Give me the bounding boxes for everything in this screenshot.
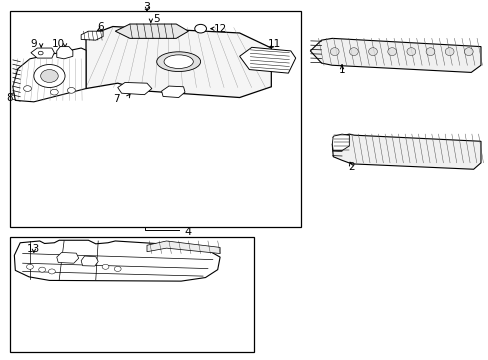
Text: 13: 13	[27, 244, 41, 254]
Polygon shape	[13, 48, 86, 102]
Bar	[10, 12, 300, 227]
Polygon shape	[118, 82, 152, 95]
Ellipse shape	[163, 55, 193, 68]
Text: 10: 10	[52, 40, 65, 49]
Text: 6: 6	[97, 22, 103, 32]
Polygon shape	[86, 27, 271, 98]
Circle shape	[102, 264, 109, 269]
Ellipse shape	[157, 52, 200, 72]
Ellipse shape	[425, 48, 434, 55]
Circle shape	[50, 89, 58, 95]
Polygon shape	[115, 24, 188, 39]
Ellipse shape	[464, 48, 472, 55]
Ellipse shape	[406, 48, 415, 55]
Text: 5: 5	[153, 14, 160, 24]
Polygon shape	[57, 252, 79, 263]
Polygon shape	[310, 39, 480, 72]
Text: 11: 11	[267, 39, 281, 49]
Text: 3: 3	[143, 2, 150, 12]
Text: 4: 4	[184, 227, 192, 237]
Circle shape	[194, 24, 206, 33]
Polygon shape	[31, 48, 54, 58]
Polygon shape	[147, 241, 220, 253]
Ellipse shape	[445, 48, 453, 55]
Circle shape	[48, 269, 55, 274]
Circle shape	[114, 266, 121, 271]
Polygon shape	[161, 86, 184, 98]
Circle shape	[41, 69, 58, 82]
Polygon shape	[57, 46, 73, 59]
Text: 8: 8	[6, 93, 13, 103]
Text: 2: 2	[348, 162, 354, 172]
Circle shape	[26, 264, 33, 269]
Ellipse shape	[387, 48, 396, 55]
Bar	[10, 237, 254, 352]
Circle shape	[67, 87, 75, 93]
Text: 7: 7	[113, 94, 120, 104]
Text: 9: 9	[30, 40, 37, 49]
Polygon shape	[239, 47, 295, 73]
Polygon shape	[331, 134, 348, 150]
Circle shape	[39, 267, 45, 272]
Circle shape	[23, 86, 31, 91]
Polygon shape	[14, 240, 220, 281]
Polygon shape	[81, 31, 103, 40]
Circle shape	[34, 64, 65, 87]
Ellipse shape	[349, 48, 358, 55]
Ellipse shape	[330, 48, 338, 55]
Text: 12: 12	[213, 24, 226, 34]
Polygon shape	[331, 134, 480, 169]
Ellipse shape	[368, 48, 377, 55]
Polygon shape	[81, 256, 98, 266]
Circle shape	[38, 51, 43, 55]
Text: 1: 1	[338, 64, 345, 75]
